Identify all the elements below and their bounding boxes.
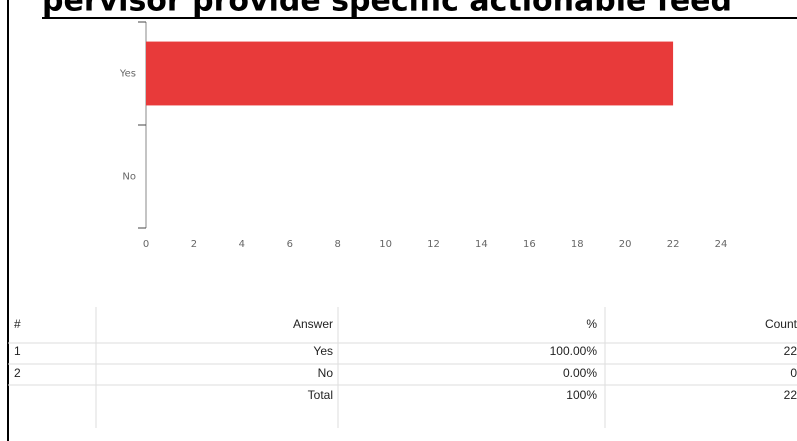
x-tick-label: 10 <box>379 239 392 250</box>
x-tick-label: 8 <box>334 239 340 250</box>
x-tick-label: 18 <box>571 239 584 250</box>
x-tick-label: 0 <box>143 239 149 250</box>
table-header: Count <box>765 317 797 331</box>
x-tick-label: 16 <box>523 239 536 250</box>
table-cell: 100.00% <box>550 344 598 358</box>
table-cell: 0.00% <box>563 366 597 380</box>
table-cell: 22 <box>784 388 797 402</box>
table-cell: 0 <box>790 366 797 380</box>
x-tick-label: 20 <box>619 239 632 250</box>
table-cell: Yes <box>313 344 333 358</box>
table-cell: 1 <box>14 344 21 358</box>
table-header: Answer <box>293 317 333 331</box>
x-tick-label: 6 <box>287 239 293 250</box>
x-tick-label: 24 <box>715 239 728 250</box>
x-tick-label: 12 <box>427 239 440 250</box>
table-cell: No <box>318 366 334 380</box>
table-header: # <box>14 317 21 331</box>
bar <box>146 41 674 106</box>
table-cell: Total <box>308 388 333 402</box>
table-cell: 2 <box>14 366 21 380</box>
y-tick-label: No <box>122 172 136 183</box>
y-tick-label: Yes <box>119 69 136 80</box>
table-header: % <box>586 317 597 331</box>
table-cell: 100% <box>566 388 597 402</box>
x-tick-label: 22 <box>667 239 680 250</box>
x-tick-label: 4 <box>239 239 245 250</box>
page-title: pervisor provide specific actionable fee… <box>42 0 732 19</box>
x-tick-label: 14 <box>475 239 488 250</box>
x-tick-label: 2 <box>191 239 197 250</box>
table-cell: 22 <box>784 344 797 358</box>
